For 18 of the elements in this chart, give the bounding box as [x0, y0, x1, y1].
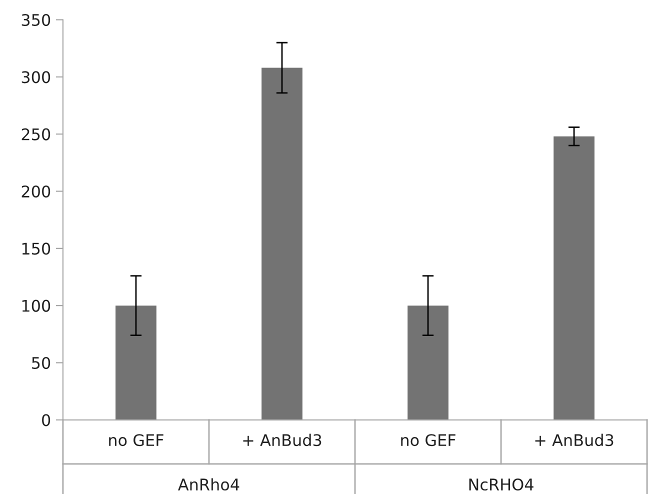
y-tick-label: 350 — [22, 14, 50, 26]
x-tick-label: + AnBud3 — [243, 434, 322, 446]
x-tick-label: no GEF — [401, 434, 456, 446]
y-tick-label: 0 — [42, 414, 50, 426]
bar — [554, 136, 594, 420]
y-tick-label: 150 — [22, 242, 50, 255]
y-tick-label: 100 — [22, 300, 50, 312]
y-tick-label: 250 — [22, 128, 50, 140]
y-tick-label: 300 — [22, 71, 50, 84]
y-tick-label: 200 — [22, 185, 50, 198]
text: AnRho4 — [178, 478, 240, 491]
bar — [262, 68, 302, 420]
x-tick-label: no GEF — [109, 434, 164, 446]
text: NcRHO4 — [469, 478, 534, 491]
bar — [408, 306, 448, 420]
x-tick-label: + AnBud3 — [535, 434, 614, 446]
bar — [116, 306, 156, 420]
y-tick-label: 50 — [32, 356, 50, 370]
